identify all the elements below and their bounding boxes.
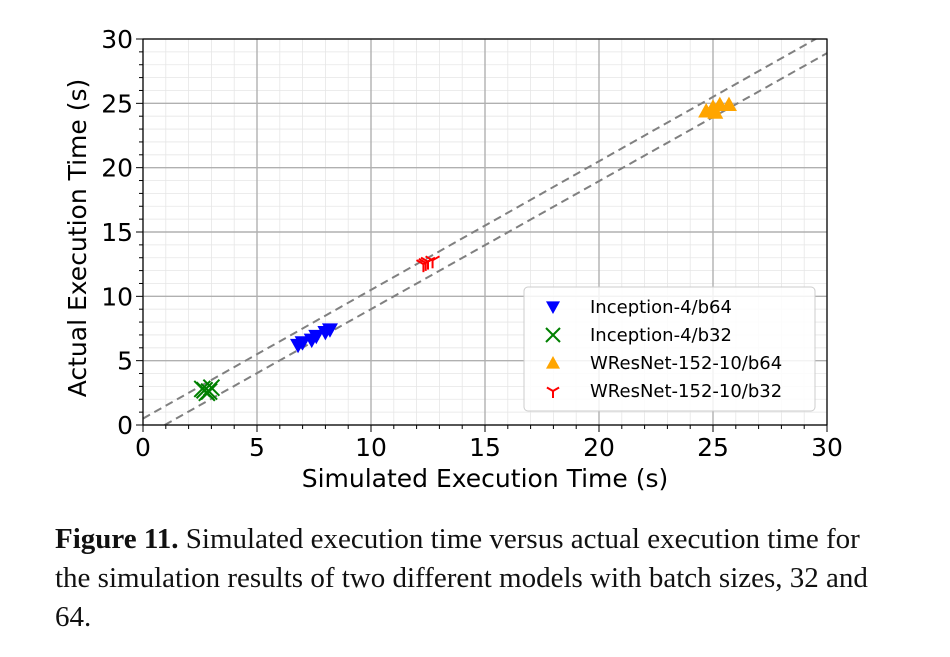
data-point-stroke <box>425 258 434 264</box>
legend-marker-stroke <box>546 386 554 392</box>
data-point <box>418 258 434 271</box>
data-point-stroke <box>420 256 429 263</box>
x-tick-label: 25 <box>697 433 729 462</box>
reference-line <box>143 39 818 420</box>
y-tick-label: 20 <box>101 154 133 183</box>
y-tick-label: 25 <box>101 89 133 118</box>
y-axis-title: Actual Execution Time (s) <box>63 79 92 398</box>
legend-label: Inception-4/b64 <box>590 297 732 318</box>
data-point <box>707 104 724 119</box>
reference-lines <box>143 39 827 425</box>
reference-line <box>164 52 827 425</box>
x-axis-title: Simulated Execution Time (s) <box>302 464 669 493</box>
y-tick-label: 0 <box>117 411 133 440</box>
data-point <box>308 329 325 345</box>
legend-label: Inception-4/b32 <box>590 325 732 346</box>
data-point-stroke <box>415 259 424 266</box>
data-point-stroke <box>418 258 427 264</box>
x-tick-labels: 0 5 10 15 20 25 30 <box>135 433 843 462</box>
y-tick-labels: 0 5 10 15 20 25 30 <box>101 25 133 440</box>
data-point-stroke <box>195 381 214 399</box>
x-tick-label: 30 <box>811 433 843 462</box>
x-tick-label: 15 <box>469 433 501 462</box>
axis-ticks <box>136 38 828 432</box>
data-point <box>294 336 311 351</box>
series-2 <box>193 378 221 402</box>
y-tick-label: 30 <box>101 25 133 54</box>
legend-label: WResNet-152-10/b64 <box>590 353 782 374</box>
legend-marker <box>546 386 560 398</box>
data-point <box>195 381 214 399</box>
scatter-chart: 0 5 10 15 20 25 30 0 5 10 15 20 25 30 Simulated Exec… <box>63 25 843 493</box>
data-point <box>200 382 218 401</box>
y-tick-label: 15 <box>101 218 133 247</box>
y-tick-label: 10 <box>101 282 133 311</box>
legend: Inception-4/b64 Inception-4/b32 WResNet-15… <box>523 286 816 412</box>
data-points <box>193 96 737 402</box>
legend-box <box>523 286 816 412</box>
x-tick-label: 10 <box>355 433 387 462</box>
series-3 <box>698 96 737 119</box>
data-point <box>720 96 737 112</box>
x-tick-label: 5 <box>249 433 265 462</box>
legend-marker <box>545 327 561 343</box>
legend-marker <box>546 301 560 314</box>
series-4 <box>415 255 441 273</box>
y-tick-label: 5 <box>117 347 133 376</box>
series-1 <box>290 323 338 354</box>
figure-caption-text: Simulated execution time versus actual e… <box>55 523 868 633</box>
data-point-stroke <box>432 255 441 262</box>
data-point-stroke <box>200 382 218 401</box>
legend-marker-stroke <box>545 327 561 343</box>
legend-marker <box>546 356 560 369</box>
legend-marker-stroke <box>552 386 560 392</box>
figure-label: Figure 11. <box>55 523 179 555</box>
figure-caption: Figure 11. Simulated execution time vers… <box>55 520 885 637</box>
legend-label: WResNet-152-10/b32 <box>590 381 782 402</box>
x-tick-label: 0 <box>135 433 151 462</box>
data-point <box>321 323 338 338</box>
x-tick-label: 20 <box>583 433 615 462</box>
